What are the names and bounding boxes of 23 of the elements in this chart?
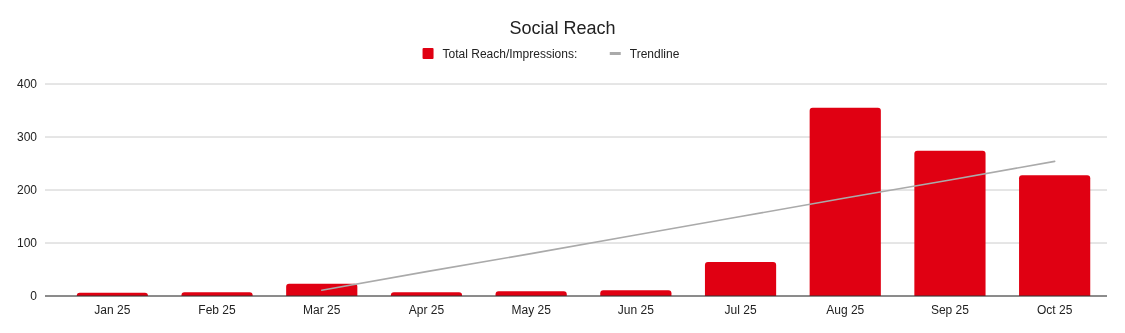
bar: [1019, 175, 1091, 296]
x-tick-label: Mar 25: [303, 303, 341, 317]
y-tick-label: 0: [30, 289, 38, 303]
bar: [704, 262, 777, 296]
y-tick-label: 300: [16, 130, 38, 144]
legend-label: Trendline: [629, 47, 680, 61]
legend-label: Total Reach/Impressions:: [442, 47, 578, 61]
x-tick-label: Sep 25: [930, 303, 970, 317]
y-tick-label: 400: [16, 77, 38, 91]
x-tick-label: Jul 25: [724, 303, 757, 317]
x-tick-label: Jan 25: [94, 303, 131, 317]
x-tick-label: Feb 25: [198, 303, 237, 317]
x-tick-label: Aug 25: [826, 303, 865, 317]
line-series: [320, 160, 1056, 291]
bar: [914, 150, 986, 296]
y-tick-label: 200: [16, 183, 38, 197]
x-tick-label: Jun 25: [617, 303, 655, 317]
y-tick-label: 100: [16, 236, 38, 250]
bar: [809, 107, 881, 296]
chart-title: Social Reach: [509, 18, 616, 38]
x-tick-label: Apr 25: [408, 303, 445, 317]
x-tick-label: May 25: [511, 303, 552, 317]
x-tick-label: Oct 25: [1036, 303, 1073, 317]
